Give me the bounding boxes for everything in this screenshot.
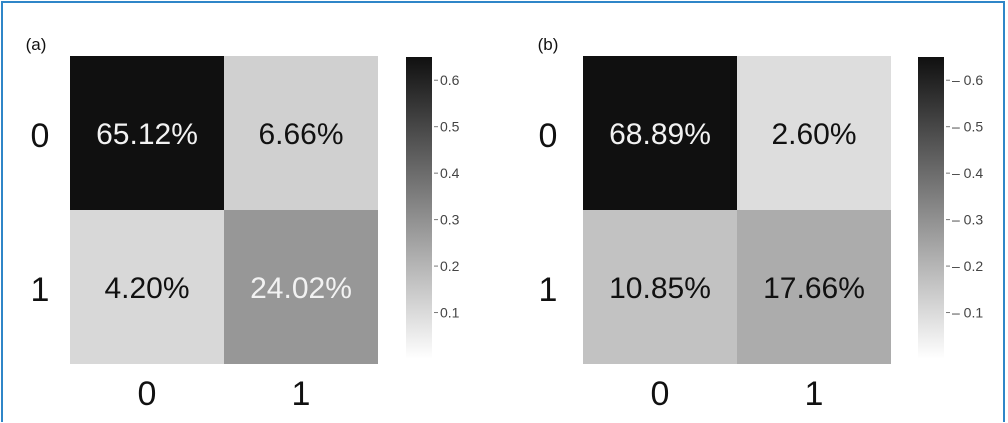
cell-value-label: 10.85% <box>609 272 711 305</box>
colorbar-tick-label: 0.1 <box>440 305 460 321</box>
colorbar-tick-label: 0.6 <box>440 72 460 88</box>
cell-value-label: 4.20% <box>104 272 189 305</box>
col-label: 1 <box>805 375 824 413</box>
heatmap-cell <box>224 210 378 364</box>
col-label: 0 <box>651 375 670 413</box>
heatmap-panel-a: (a) 65.12% 6.66% 4.20% 24.02% 0 1 0 1 0.1 0.2 0.3 0.… <box>26 35 460 413</box>
heatmap-cell <box>737 210 891 364</box>
col-label: 0 <box>138 375 157 413</box>
cell-value-label: 24.02% <box>250 272 352 305</box>
row-label: 1 <box>539 271 558 309</box>
panel-label: (b) <box>538 35 559 54</box>
row-label: 0 <box>31 117 50 155</box>
heatmap-cell <box>583 56 737 210</box>
colorbar-tick-label: – 0.3 <box>952 212 983 228</box>
cell-value-label: 65.12% <box>96 118 198 151</box>
colorbar-tick-label: – 0.1 <box>952 305 983 321</box>
heatmap-panel-b: (b) 68.89% 2.60% 10.85% 17.66% 0 1 0 1 – 0.1 – 0.2… <box>538 35 984 413</box>
colorbar-tick-label: 0.3 <box>440 212 460 228</box>
colorbar <box>918 57 944 359</box>
panel-label: (a) <box>26 35 47 54</box>
heatmap-cell <box>737 56 891 210</box>
col-label: 1 <box>292 375 311 413</box>
row-label: 1 <box>31 271 50 309</box>
cell-value-label: 2.60% <box>771 118 856 151</box>
colorbar-tick-label: – 0.4 <box>952 165 983 181</box>
colorbar <box>406 57 432 359</box>
heatmap-cell <box>583 210 737 364</box>
colorbar-tick-label: – 0.5 <box>952 119 983 135</box>
colorbar-tick-label: 0.4 <box>440 165 460 181</box>
row-label: 0 <box>539 117 558 155</box>
cell-value-label: 68.89% <box>609 118 711 151</box>
heatmap-cell <box>70 56 224 210</box>
heatmap-cell <box>224 56 378 210</box>
colorbar-tick-label: – 0.6 <box>952 72 983 88</box>
colorbar-tick-label: 0.5 <box>440 119 460 135</box>
cell-value-label: 17.66% <box>763 272 865 305</box>
colorbar-tick-label: – 0.2 <box>952 258 983 274</box>
cell-value-label: 6.66% <box>258 118 343 151</box>
colorbar-tick-label: 0.2 <box>440 258 460 274</box>
heatmap-cell <box>70 210 224 364</box>
